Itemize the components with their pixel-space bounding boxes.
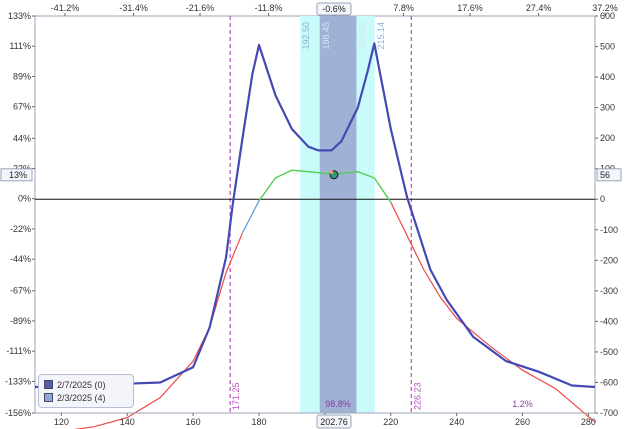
right-tick-label: -400 (600, 316, 618, 326)
legend-swatch-today (44, 393, 53, 402)
breakeven-label-1: 171.25 (231, 382, 241, 410)
right-tick-label: -200 (600, 255, 618, 265)
left-tick-label: -156% (5, 408, 31, 418)
band-inner (319, 16, 357, 413)
expiration-curve (34, 42, 596, 389)
current-price-label: 202.76 (320, 417, 348, 427)
left-tick-label: 67% (13, 102, 31, 112)
zone-probability-label-3: 1.2% (512, 399, 533, 409)
pnl-series (34, 42, 596, 429)
top-tick-label: 17.6% (457, 3, 483, 13)
x-tick-label: 240 (449, 417, 464, 427)
top-tick-label: 37.2% (592, 3, 618, 13)
left-tick-label: 0% (18, 194, 31, 204)
legend-swatch-expiry (44, 380, 53, 389)
top-tick-label: 27.4% (526, 3, 552, 13)
zone-probability-label-2: 98.8% (325, 399, 351, 409)
right-current-label: 56 (600, 170, 610, 180)
right-tick-label: 500 (600, 42, 615, 52)
top-tick-label: -21.6% (186, 3, 215, 13)
band-outer-right-label: 215.14 (376, 22, 386, 50)
left-tick-label: -22% (10, 224, 31, 234)
right-tick-label: -100 (600, 225, 618, 235)
x-tick-label: 160 (186, 417, 201, 427)
right-tick-label: -300 (600, 286, 618, 296)
band-inner-left-label: 198.45 (321, 22, 331, 50)
top-current-box (316, 2, 352, 16)
right-tick-label: -700 (600, 408, 618, 418)
breakeven-label-2: 226.23 (412, 382, 422, 410)
left-tick-label: -133% (5, 376, 31, 386)
x-tick-label: 180 (251, 417, 266, 427)
top-tick-label: 7.8% (393, 3, 414, 13)
left-tick-label: 89% (13, 71, 31, 81)
breakeven-markers: 171.25 226.23 (229, 16, 422, 413)
right-tick-label: 300 (600, 103, 615, 113)
legend-label-today: 2/3/2025 (4) (57, 392, 106, 403)
right-tick-label: 600 (600, 11, 615, 21)
left-tick-label: -89% (10, 316, 31, 326)
x-tick-label: 280 (581, 417, 596, 427)
legend-label-expiry: 2/7/2025 (0) (57, 379, 106, 390)
legend: 2/7/2025 (0) 2/3/2025 (4) (38, 374, 134, 408)
left-tick-label: 111% (9, 41, 31, 51)
current-price-box (316, 414, 352, 429)
x-tick-label: 260 (515, 417, 530, 427)
today-curve-loss-left (73, 232, 244, 429)
legend-item-today[interactable]: 2/3/2025 (4) (44, 391, 133, 404)
right-current-box (596, 168, 622, 182)
probability-bands: 192.50 198.45 209.58 215.14 (300, 16, 386, 413)
left-tick-label: 133% (8, 11, 31, 21)
right-tick-label: -600 (600, 377, 618, 387)
left-tick-label: -67% (10, 286, 31, 296)
left-tick-label: -44% (10, 254, 31, 264)
today-curve-neutral (241, 200, 260, 234)
today-curve-loss-right (390, 202, 596, 423)
current-price-accent (329, 170, 333, 174)
band-inner-right-label: 209.58 (357, 22, 367, 50)
x-tick-label: 220 (383, 417, 398, 427)
right-tick-label: 0 (600, 194, 605, 204)
x-tick-label: 120 (54, 417, 69, 427)
top-tick-label: -31.4% (119, 3, 148, 13)
top-tick-label: -41.2% (51, 3, 80, 13)
top-tick-label: -11.8% (255, 3, 283, 13)
band-outer-left-label: 192.50 (301, 22, 311, 50)
x-tick-label: 140 (120, 417, 135, 427)
top-current-label: -0.6% (322, 4, 346, 14)
legend-item-expiry[interactable]: 2/7/2025 (0) (44, 378, 133, 391)
left-tick-label: -111% (6, 346, 31, 356)
left-current-box (0, 168, 33, 182)
right-tick-label: 200 (600, 133, 615, 143)
right-tick-label: -500 (600, 347, 618, 357)
right-tick-label: 400 (600, 72, 615, 82)
left-tick-label: 44% (13, 133, 31, 143)
left-current-label: 13% (9, 170, 27, 180)
